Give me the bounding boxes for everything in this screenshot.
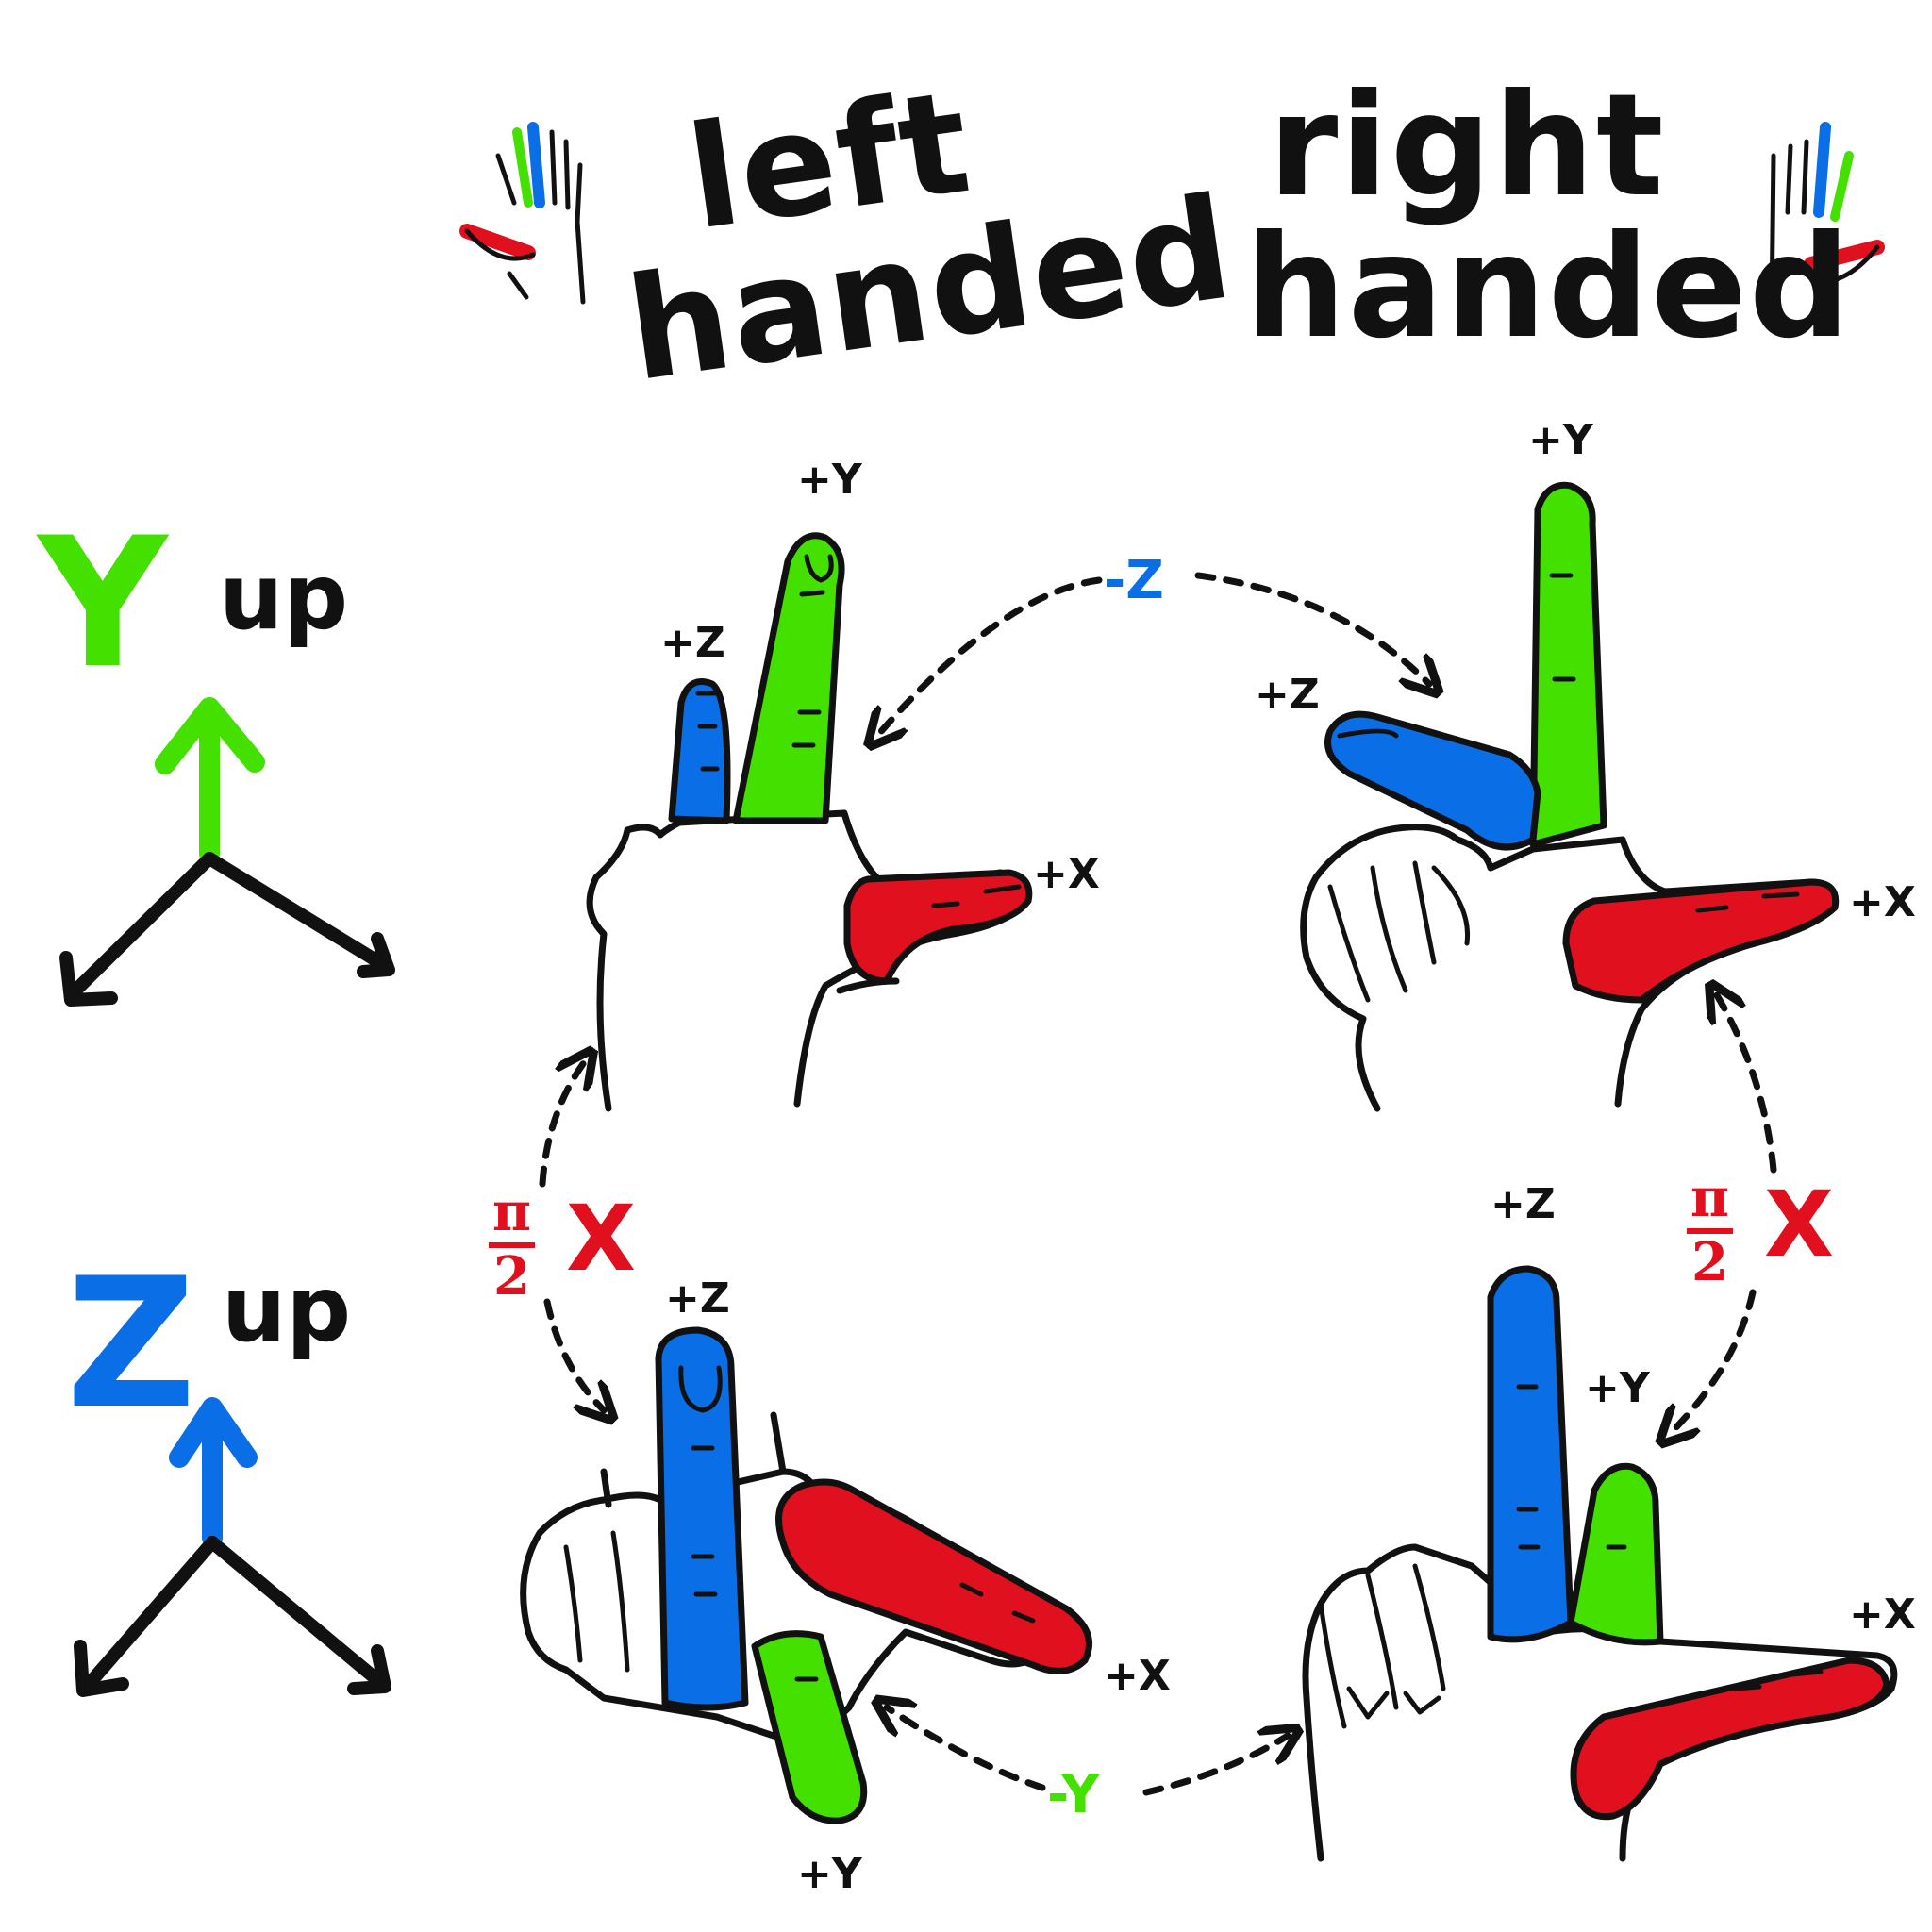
hand-left-z-up [520,1326,1092,1824]
arrow-left-up [539,1061,585,1188]
arrow-top-right [1194,572,1429,684]
y-up-word: up [219,544,349,650]
right-hand-icon [1769,122,1885,328]
right-rotation-axis: X [1764,1172,1835,1277]
hand1-y-label: +Y [797,456,862,504]
hand3-z-label: +Z [665,1274,730,1323]
hand-right-z-up [1302,1265,1898,1862]
hand2-z-label: +Z [1255,671,1320,719]
left-hand-icon [459,122,586,305]
hand4-z-label: +Z [1491,1180,1556,1228]
hand3-x-label: +X [1104,1652,1171,1700]
hand4-x-label: +X [1849,1591,1916,1639]
arrow-bottom-left [887,1707,1046,1791]
arrow-top-left [877,576,1103,736]
hand3-y-label: +Y [797,1850,862,1898]
z-up-word: up [222,1257,352,1362]
right-rotation-numerator: π [1687,1169,1733,1234]
z-up-letter: Z [66,1240,196,1448]
left-rotation-axis: X [566,1186,637,1291]
hand2-x-label: +X [1849,878,1916,926]
right-rotation-fraction: π 2 [1687,1169,1733,1293]
right-rotation-denominator: 2 [1691,1230,1728,1293]
left-rotation-denominator: 2 [493,1244,530,1307]
bottom-conversion-label: -Y [1047,1764,1100,1825]
hand1-z-label: +Z [660,619,725,667]
arrow-left-down [543,1298,604,1410]
hand2-y-label: +Y [1528,416,1593,464]
arrow-right-up [1717,995,1777,1174]
hand-left-y-up [586,532,1033,1112]
left-handed-title: left handed [618,59,1242,414]
hand4-y-label: +Y [1585,1364,1650,1412]
left-rotation-numerator: π [489,1183,535,1248]
left-rotation-fraction: π 2 [489,1183,535,1307]
right-handed-title: right handed [1245,64,1853,370]
hand1-x-label: +X [1033,850,1100,898]
arrow-right-down [1670,1289,1757,1434]
z-up-axes [74,1397,391,1697]
arrow-bottom-right [1142,1736,1288,1796]
top-conversion-label: -Z [1104,550,1164,611]
hand-right-y-up [1300,481,1840,1112]
conversion-arrows [539,572,1777,1796]
y-up-letter: Y [38,499,168,708]
y-up-axes [59,697,395,1007]
